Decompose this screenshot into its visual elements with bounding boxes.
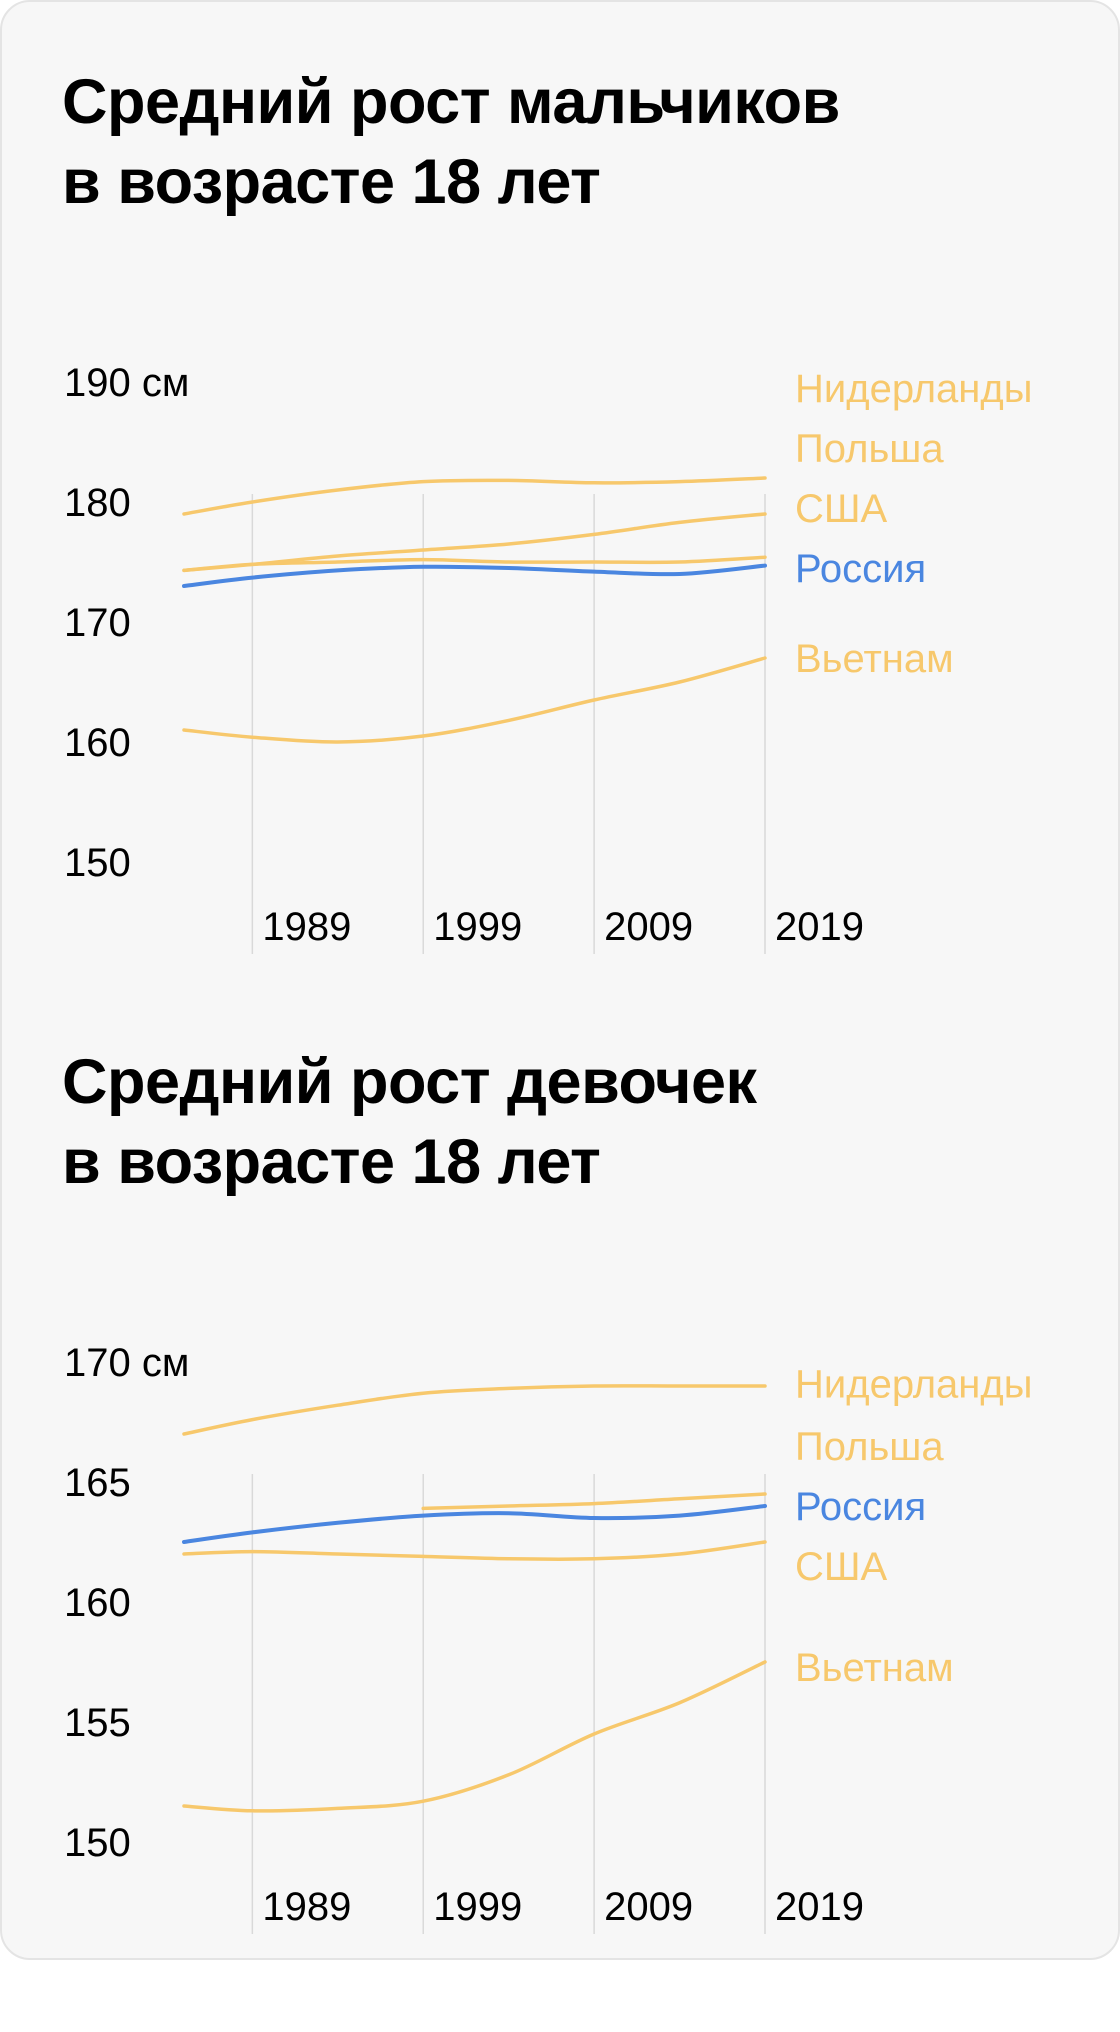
series-line [182,1540,767,1562]
x-tick-label: 2009 [604,1885,693,1929]
y-tick-label: 150 [64,1821,131,1865]
x-tick-label: 1999 [433,1885,522,1929]
series-label: США [795,487,888,531]
y-tick-label: 170 см [64,1341,189,1385]
x-tick-label: 2019 [775,1885,864,1929]
title-line: Средний рост девочек [62,1047,757,1117]
x-tick-label: 1989 [262,1885,351,1929]
y-tick-label: 160 [64,721,131,765]
series-label: Польша [795,427,944,471]
series-label: Нидерланды [795,367,1032,411]
series-line [182,563,767,588]
x-tick-label: 2009 [604,905,693,949]
x-tick-label: 1989 [262,905,351,949]
series-label: Польша [795,1425,944,1469]
chart-title-boys: Средний рост мальчиков в возрасте 18 лет [62,62,840,222]
series-label: Россия [795,1485,926,1529]
series-line [421,1492,767,1511]
y-tick-label: 150 [64,841,131,885]
x-tick-label: 1999 [433,905,522,949]
line-chart-boys: 1989 1999 2009 2019 190 см 180 170 160 150 Нидерл… [64,361,1032,954]
y-tick-label: 170 [64,601,131,645]
series-line [182,1660,767,1813]
chart-title-girls: Средний рост девочек в возрасте 18 лет [62,1042,757,1202]
series-line [182,476,767,516]
series-label: Россия [795,547,926,591]
title-line: в возрасте 18 лет [62,1127,601,1197]
series-label: Нидерланды [795,1363,1032,1407]
series-line [182,555,767,573]
series-label: Вьетнам [795,1646,954,1690]
title-line: в возрасте 18 лет [62,147,601,217]
series-line [182,656,767,744]
y-tick-label: 160 [64,1581,131,1625]
series-label: Вьетнам [795,637,954,681]
x-tick-label: 2019 [775,905,864,949]
y-tick-label: 165 [64,1461,131,1505]
series-line [182,1384,767,1436]
title-line: Средний рост мальчиков [62,67,840,137]
y-tick-label: 190 см [64,361,189,405]
line-chart-girls: 1989 1999 2009 2019 170 см 165 160 155 150 Нидерл… [64,1341,1032,1934]
chart-card: Средний рост мальчиков в возрасте 18 лет… [0,0,1120,1960]
y-tick-label: 180 [64,481,131,525]
series-label: США [795,1545,888,1589]
series-line [182,1504,767,1544]
y-tick-label: 155 [64,1701,131,1745]
